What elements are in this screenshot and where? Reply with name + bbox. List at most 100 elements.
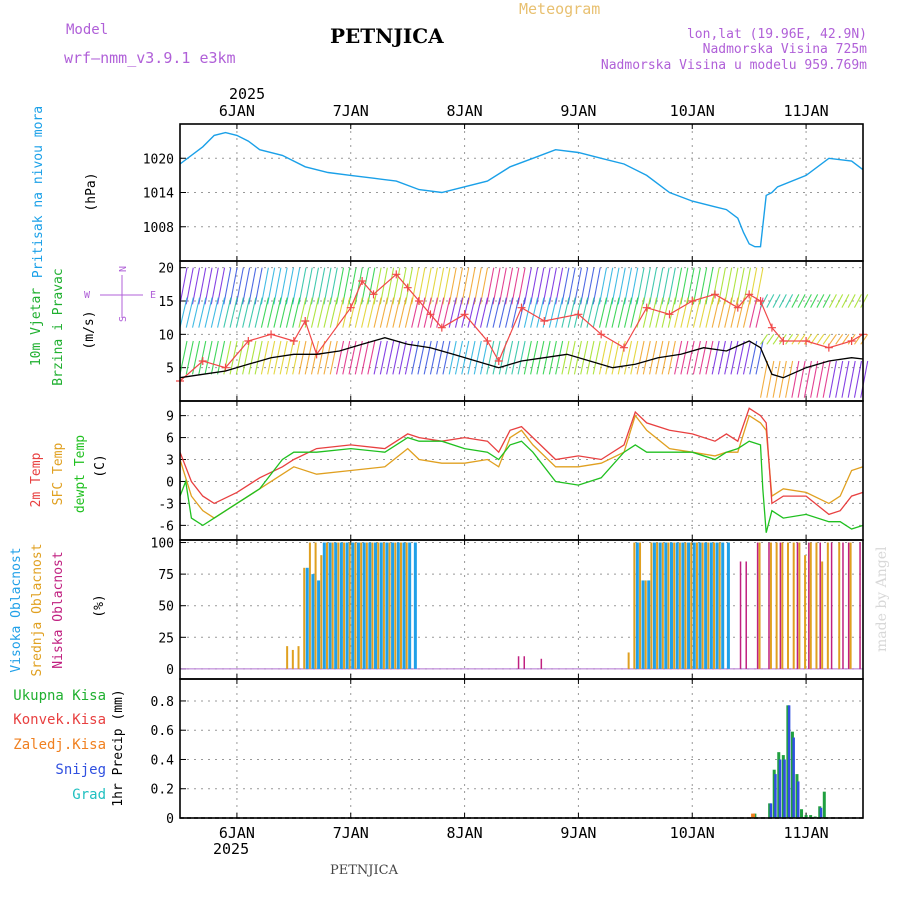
tick-label-y: 100 xyxy=(151,537,174,552)
wind-barb xyxy=(517,297,526,328)
dew-ylabel: dewpt Temp xyxy=(73,435,88,513)
date-label-bottom: 8JAN xyxy=(447,824,483,842)
cloud-high-bar xyxy=(726,542,730,669)
wind-barb xyxy=(417,297,426,328)
gust-marker xyxy=(756,297,765,305)
wind-barb xyxy=(335,340,345,375)
cloud-mid-bar xyxy=(325,542,328,669)
cloud-high-bar xyxy=(379,542,383,669)
wind-barb xyxy=(379,340,388,375)
wind-barb xyxy=(611,267,620,305)
date-label-top: 7JAN xyxy=(333,102,369,120)
wind-barb xyxy=(454,267,464,305)
wind-barb xyxy=(742,267,752,305)
tick-label-y: 0.8 xyxy=(151,695,174,710)
wind-barb xyxy=(791,334,800,345)
wind-barb xyxy=(816,294,825,308)
cloud-mid-bar xyxy=(826,542,829,669)
cloud-low-bar xyxy=(859,542,861,669)
cloud-mid-bar xyxy=(633,542,636,669)
wind-barb xyxy=(329,340,338,375)
wind-barb xyxy=(760,360,769,398)
wind-barb xyxy=(636,340,645,375)
tick-label-y: 0.6 xyxy=(151,724,174,739)
cloud-high-ylabel: Visoka Oblacnost xyxy=(9,547,24,672)
wind-barb xyxy=(674,297,683,328)
wind-barb xyxy=(785,334,794,345)
wind-barb xyxy=(555,267,564,305)
wind-barb xyxy=(742,340,752,375)
wind-barb xyxy=(555,340,564,375)
model-elevation-label: Nadmorska Visina u modelu 959.769m xyxy=(601,58,867,73)
wind-barb xyxy=(705,267,714,305)
wind-barb xyxy=(204,340,213,375)
wind-barb xyxy=(386,340,395,375)
wind-barb xyxy=(191,267,201,305)
wind-barb xyxy=(853,360,863,398)
year-top: 2025 xyxy=(229,85,265,103)
wind-barb xyxy=(511,267,520,305)
cloud-high-bar xyxy=(721,542,725,669)
wind-barb xyxy=(229,297,238,328)
wind-barb xyxy=(367,340,376,375)
wind-barb xyxy=(642,267,651,305)
wind-barb xyxy=(692,340,701,375)
cloud-high-bar xyxy=(675,542,679,669)
wind-barb xyxy=(730,267,739,305)
wind-barb xyxy=(342,340,351,375)
wind-barb xyxy=(342,297,351,328)
panel-border xyxy=(179,400,864,541)
wind-barb xyxy=(467,297,476,328)
wind-barb xyxy=(217,340,226,375)
gust-marker xyxy=(711,290,720,299)
wind-barb xyxy=(841,360,850,398)
wind-barb xyxy=(580,267,589,305)
cloud-mid-bar xyxy=(343,542,346,669)
precip-snow-bar xyxy=(783,759,786,818)
wind-barb xyxy=(642,297,651,328)
wind-barb xyxy=(310,267,320,305)
wind-barb xyxy=(766,360,775,398)
year-bottom: 2025 xyxy=(213,840,249,858)
tick-label-y: 0 xyxy=(166,663,174,678)
wind-barb xyxy=(567,297,576,328)
wind-barb xyxy=(598,267,608,305)
wind-barb xyxy=(791,294,800,308)
wind-barb xyxy=(273,340,282,375)
wind-barb xyxy=(705,297,714,328)
wind-barb xyxy=(680,267,689,305)
compass-n: N xyxy=(118,266,129,272)
wind-barb xyxy=(580,340,589,375)
cloud-mid-bar xyxy=(365,542,368,669)
cloud-mid-bar xyxy=(371,542,374,669)
gust-marker xyxy=(301,317,310,325)
wind-barb xyxy=(260,340,269,375)
wind-barb xyxy=(373,297,382,328)
wind-barb xyxy=(548,297,557,328)
wind-barb xyxy=(217,297,226,328)
cloud-mid-bar xyxy=(690,542,693,669)
cloud-mid-bar xyxy=(394,542,397,669)
cloud-low-bar xyxy=(830,542,833,669)
wind-barb xyxy=(717,297,726,328)
temp-ylabel: 2m Temp xyxy=(29,452,44,507)
wind-barb xyxy=(699,297,708,328)
cloud-high-bar xyxy=(687,542,691,669)
wind-unit: (m/s) xyxy=(82,310,97,349)
cloud-high-bar xyxy=(669,542,673,669)
wind-barb xyxy=(298,267,307,305)
lonlat-label: lon,lat (19.96E, 42.9N) xyxy=(687,27,867,42)
wind-barb xyxy=(379,297,388,328)
bottom-date-axis: 6JAN 7JAN 8JAN 9JAN 10JAN 11JAN xyxy=(219,824,829,842)
sfc-ylabel: SFC Temp xyxy=(51,443,66,506)
cloud-mid-bar xyxy=(821,561,824,669)
gust-marker xyxy=(688,297,697,305)
pressure-line xyxy=(179,131,864,248)
cloud-high-bar xyxy=(317,580,321,669)
cloud-high-bar xyxy=(391,542,395,669)
wind-barb xyxy=(810,294,819,308)
cloud-mid-bar xyxy=(399,542,402,669)
date-label-top: 8JAN xyxy=(447,102,483,120)
wind-barb xyxy=(298,340,307,375)
wind-barb xyxy=(210,297,219,328)
